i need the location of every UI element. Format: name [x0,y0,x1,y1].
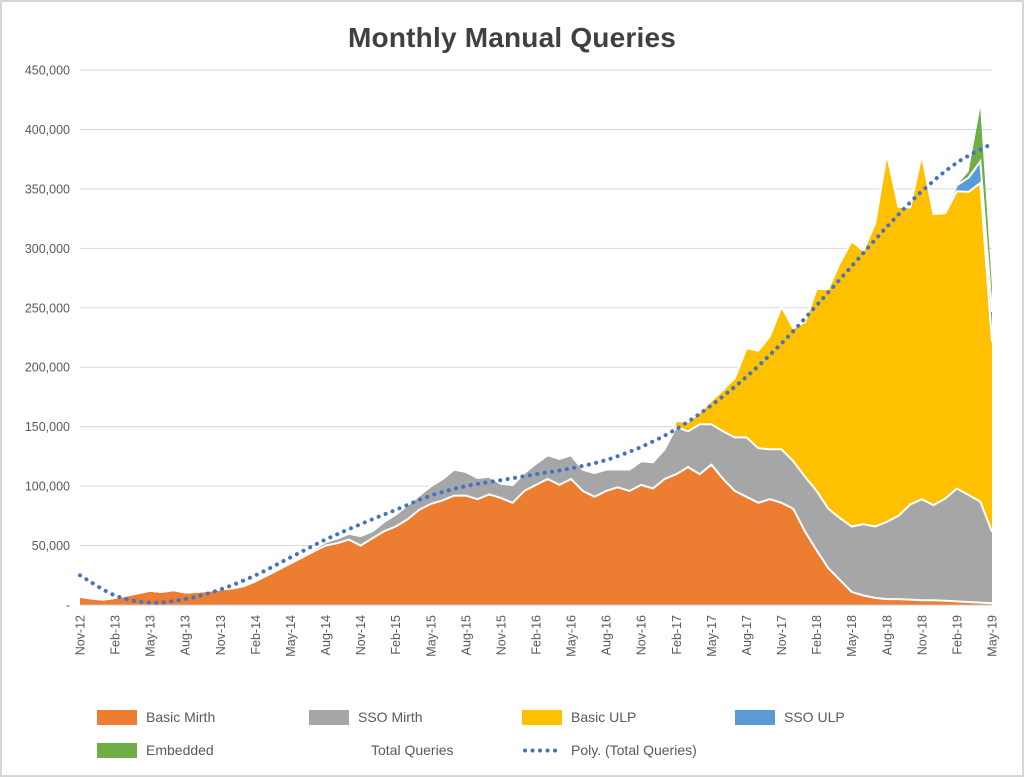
x-axis-label: Aug-18 [880,615,894,655]
y-axis-label: 250,000 [25,301,70,315]
x-axis-label: May-17 [705,615,719,657]
x-axis-label: Aug-16 [600,615,614,655]
legend-label: Basic ULP [571,709,637,725]
y-axis-label: 300,000 [25,242,70,256]
legend-item-sso-ulp: SSO ULP [735,709,845,725]
x-axis-label: May-18 [845,615,859,657]
x-axis-label: May-14 [284,615,298,657]
x-axis-label: Aug-14 [319,615,333,655]
x-axis-label: Nov-18 [915,615,929,655]
area-series [80,108,992,605]
y-axis-label: 150,000 [25,420,70,434]
poly-trendline-group [78,141,994,605]
series-separator [79,152,993,601]
y-axis-label: 50,000 [32,539,70,553]
y-axis-label: - [66,599,70,613]
x-axis-label: Nov-15 [494,615,508,655]
poly-trendline [78,141,994,605]
axis-labels: 450,000 400,000 350,000 300,000 250,000 200,0… [25,64,1000,657]
x-axis-label: Feb-18 [810,615,824,655]
legend-swatch-area [522,709,562,725]
legend-swatch-empty [322,743,362,758]
y-axis-label: 350,000 [25,182,70,196]
x-axis-label: May-16 [565,615,579,657]
x-axis-label: Aug-13 [179,615,193,655]
legend-label: SSO ULP [784,709,845,725]
x-axis-label: Aug-15 [459,615,473,655]
x-axis-label: Feb-16 [530,615,544,655]
y-axis-label: 400,000 [25,123,70,137]
legend-swatch-area [97,709,137,725]
legend-label: Basic Mirth [146,709,216,725]
legend-label: Embedded [146,742,214,758]
legend-swatch-area [97,742,137,758]
legend-item-sso-mirth: SSO Mirth [309,709,423,725]
legend-label: SSO Mirth [358,709,423,725]
legend-label: Poly. (Total Queries) [571,742,697,758]
y-axis-label: 200,000 [25,361,70,375]
area-basic-mirth [80,464,992,605]
series-separators [79,152,993,605]
legend-swatch-dotted-line [523,748,561,752]
x-axis-label: Feb-13 [109,615,123,655]
x-axis-label: Nov-13 [214,615,228,655]
legend-item-basic-ulp: Basic ULP [522,709,636,725]
x-axis-label: May-15 [424,615,438,657]
x-axis-label: Aug-17 [740,615,754,655]
x-axis-label: Nov-12 [74,615,88,655]
legend-swatch-area [735,709,775,725]
x-axis-label: Nov-16 [635,615,649,655]
x-axis-label: Nov-17 [775,615,789,655]
area-basic-ulp [80,153,992,600]
area-sso-mirth [80,424,992,604]
x-axis-label: Nov-14 [354,615,368,655]
x-axis-label: Feb-14 [249,615,263,655]
x-axis-label: Feb-19 [950,615,964,655]
legend-item-poly-total-queries: Poly. (Total Queries) [522,742,697,758]
x-axis-label: Feb-15 [389,615,403,655]
y-axis-label: 450,000 [25,64,70,78]
legend-item-total-queries: Total Queries [322,742,453,758]
x-axis-label: May-13 [144,615,158,657]
x-axis-label: Feb-17 [670,615,684,655]
legend-swatch-area [309,709,349,725]
legend-label: Total Queries [371,742,454,758]
y-axis-label: 100,000 [25,480,70,494]
legend-item-basic-mirth: Basic Mirth [97,709,215,725]
legend-item-embedded: Embedded [97,742,214,758]
x-axis-label: May-19 [986,615,1000,657]
chart-title: Monthly Manual Queries [348,22,676,53]
